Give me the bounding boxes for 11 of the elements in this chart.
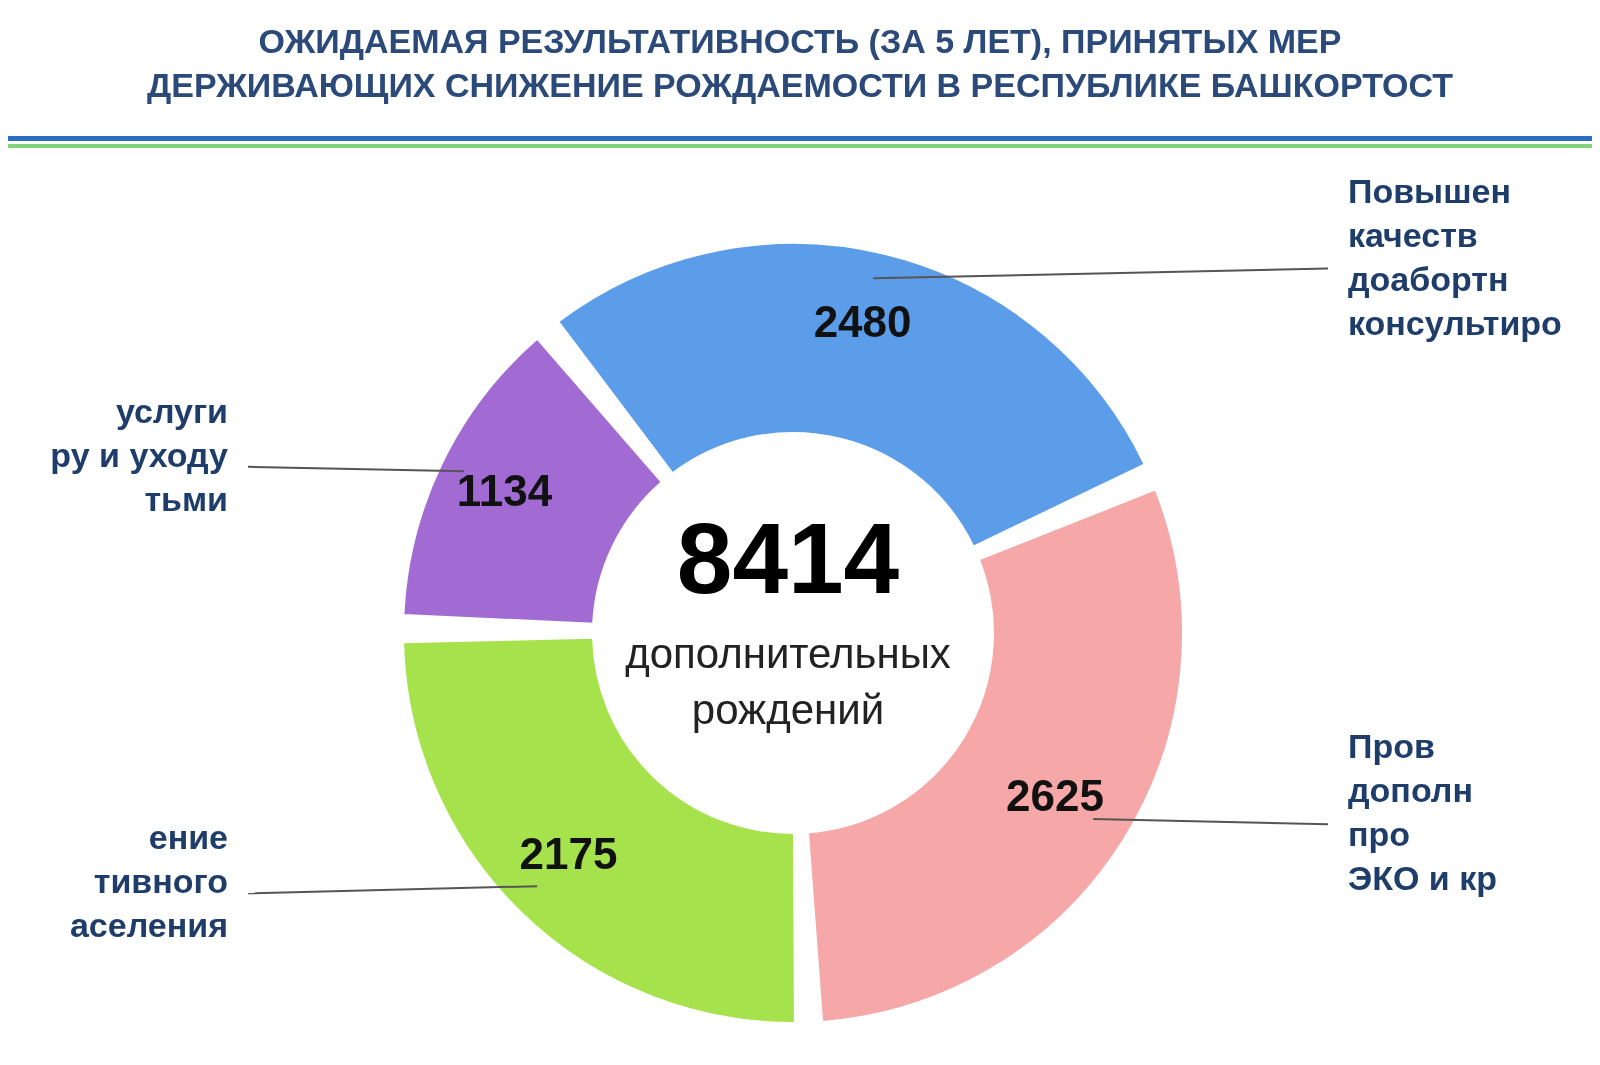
data-label: 2625: [1006, 770, 1104, 820]
data-label: 2175: [519, 829, 618, 879]
slice-label: Пров дополн про ЭКО и кр: [1348, 727, 1497, 898]
slice-label: ение тивного аселения: [69, 818, 228, 945]
data-label: 2480: [813, 297, 912, 347]
data-label: 1134: [456, 466, 553, 516]
chart-title: ОЖИДАЕМАЯ РЕЗУЛЬТАТИВНОСТЬ (ЗА 5 ЛЕТ), ПРИНЯТЫХ МЕР ДЕРЖИВАЮЩИХ СНИЖЕНИЕ РОЖДАЕМОСТИ В РЕСПУБЛИКЕ БАШКОРТОСТ: [147, 22, 1454, 104]
text: дополнительных рождений: [625, 630, 951, 733]
slice-label: услуги ру и уходу тьми: [50, 391, 229, 518]
slice-label: Повышен качеств доабортн консультиро: [1348, 171, 1562, 342]
text: 8414: [676, 502, 900, 614]
